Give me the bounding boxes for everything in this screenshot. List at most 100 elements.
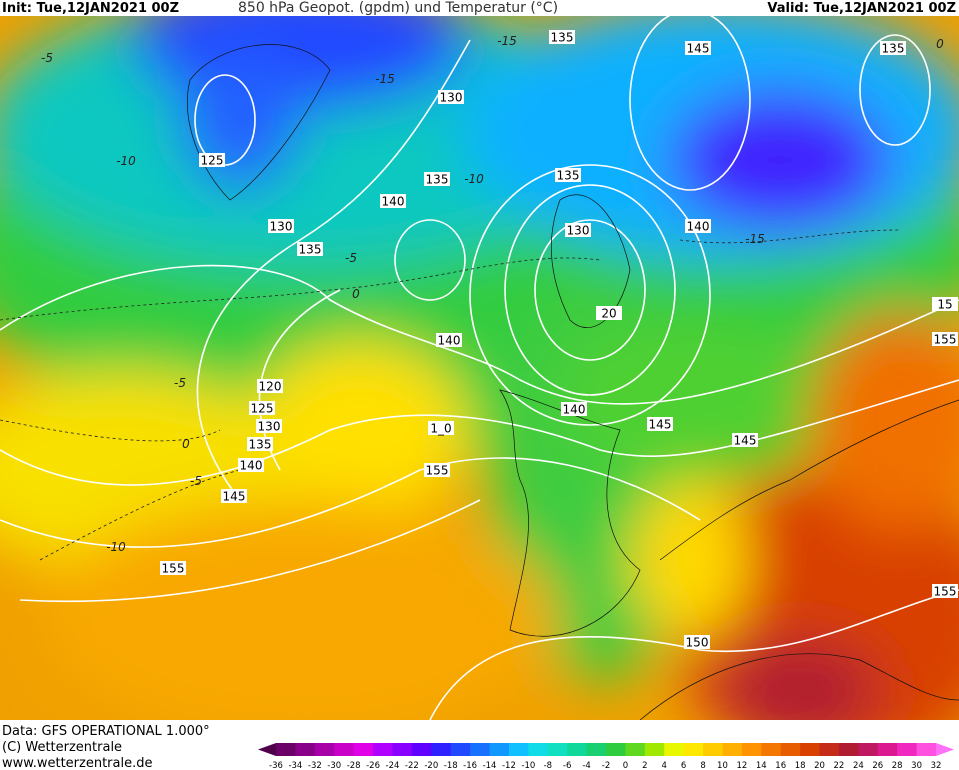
height-label-box — [685, 41, 711, 55]
height-label: 125 — [201, 154, 224, 168]
height-label-box — [221, 489, 247, 503]
height-label: 140 — [382, 195, 405, 209]
height-label-box — [247, 437, 273, 451]
scale-label: -2 — [602, 761, 610, 770]
scale-label: 24 — [853, 761, 864, 770]
scale-swatch — [489, 743, 510, 756]
height-label: 130 — [567, 224, 590, 238]
height-label: 130 — [270, 220, 293, 234]
scale-label: -10 — [521, 761, 535, 770]
height-label-box — [555, 168, 581, 182]
scale-swatch — [586, 743, 607, 756]
scale-label: 4 — [662, 761, 667, 770]
height-label-box — [249, 401, 275, 415]
scale-label: 32 — [931, 761, 942, 770]
height-label-box — [424, 172, 450, 186]
temperature-label: 0 — [352, 287, 360, 301]
height-label-box — [257, 379, 283, 393]
scale-label: 2 — [642, 761, 647, 770]
scale-label: 20 — [814, 761, 825, 770]
height-label: 135 — [882, 42, 905, 56]
map-title: 850 hPa Geopot. (gpdm) und Temperatur (°… — [238, 0, 558, 16]
scale-swatch — [897, 743, 918, 756]
scale-swatch — [683, 743, 704, 756]
height-label: 130 — [258, 420, 281, 434]
height-label: 135 — [557, 169, 580, 183]
scale-label: -18 — [444, 761, 458, 770]
height-label: 140 — [438, 334, 461, 348]
scale-swatch — [780, 743, 801, 756]
height-label: 125 — [251, 402, 274, 416]
scale-arrow-right — [936, 743, 954, 756]
scale-label: 16 — [775, 761, 786, 770]
scale-label: -28 — [347, 761, 361, 770]
scale-swatch — [450, 743, 471, 756]
scale-label: 22 — [834, 761, 845, 770]
temperature-label: -10 — [106, 540, 126, 554]
scale-swatch — [741, 743, 762, 756]
height-label: 130 — [440, 91, 463, 105]
height-label: 155 — [934, 333, 957, 347]
scale-label: 14 — [756, 761, 767, 770]
scale-label: 6 — [681, 761, 686, 770]
height-label-box — [380, 194, 406, 208]
scale-label: 30 — [911, 761, 922, 770]
height-label: 145 — [734, 434, 757, 448]
scale-label: -24 — [386, 761, 400, 770]
height-label: 145 — [649, 418, 672, 432]
temperature-label: -15 — [745, 232, 765, 246]
scale-label: -20 — [424, 761, 438, 770]
height-label-box — [424, 463, 450, 477]
height-label: 135 — [299, 243, 322, 257]
temperature-label: -5 — [174, 376, 186, 390]
height-label-box — [428, 421, 454, 435]
height-label-box — [596, 306, 622, 320]
scale-label: 18 — [795, 761, 806, 770]
temperature-label: -5 — [190, 474, 202, 488]
valid-time: Valid: Tue,12JAN2021 00Z — [767, 1, 956, 16]
scale-swatch — [334, 743, 355, 756]
scale-label: 8 — [700, 761, 705, 770]
scale-swatch — [528, 743, 549, 756]
scale-swatch — [606, 743, 626, 756]
temperature-label: 0 — [936, 37, 944, 51]
height-label: 1_0 — [430, 422, 451, 436]
height-labels: 135 145 135 130 125 135 135 140 130 140 135 130 20 14… — [160, 30, 958, 650]
height-label-box — [238, 458, 264, 472]
height-label-box — [297, 242, 323, 256]
height-label: 135 — [551, 31, 574, 45]
height-label-box — [684, 635, 710, 649]
coastlines — [187, 44, 959, 720]
height-label: 140 — [563, 403, 586, 417]
scale-swatch — [703, 743, 723, 756]
height-label-box — [561, 402, 587, 416]
temperature-isolines — [0, 229, 901, 561]
height-label-box — [268, 219, 294, 233]
height-label-box — [685, 219, 711, 233]
height-label-box — [932, 584, 958, 598]
init-time: Init: Tue,12JAN2021 00Z — [2, 1, 179, 16]
scale-swatch — [800, 743, 821, 756]
scale-swatch — [373, 743, 393, 756]
scale-swatch — [761, 743, 782, 756]
scale-swatch — [353, 743, 374, 756]
scale-label: -4 — [582, 761, 590, 770]
height-label: 120 — [259, 380, 282, 394]
copyright: (C) Wetterzentrale — [2, 740, 122, 755]
temperature-label: -10 — [464, 172, 484, 186]
scale-label: -26 — [366, 761, 380, 770]
scale-label: -8 — [544, 761, 552, 770]
height-label-box — [256, 419, 282, 433]
height-label-box — [932, 297, 958, 311]
header-band — [0, 0, 959, 16]
scale-label: -22 — [405, 761, 419, 770]
height-label-box — [647, 417, 673, 431]
scale-swatch — [664, 743, 685, 756]
scale-label: -32 — [308, 761, 322, 770]
height-label: 150 — [686, 636, 709, 650]
height-label-box — [932, 332, 958, 346]
scale-label: -30 — [327, 761, 341, 770]
height-label: 145 — [687, 42, 710, 56]
